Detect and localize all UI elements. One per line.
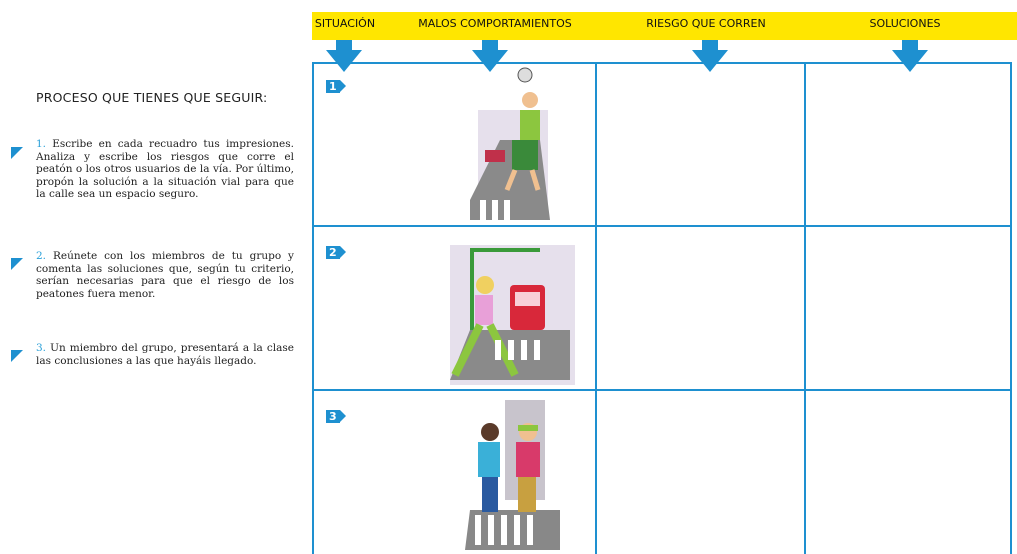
header-bar — [312, 12, 1017, 40]
row-number: 3 — [326, 410, 346, 423]
instruction: 1. Escribe en cada recuadro tus impresio… — [36, 138, 294, 201]
row-number: 1 — [326, 80, 346, 93]
heading: PROCESO QUE TIENES QUE SEGUIR: — [36, 90, 268, 105]
item-text: Un miembro del grupo, presentará a la cl… — [36, 342, 294, 367]
column-header: SITUACIÓN — [314, 17, 376, 30]
item-number: 3. — [36, 342, 47, 354]
item-text: Escribe en cada recuadro tus impresiones… — [36, 138, 294, 200]
item-number: 2. — [36, 250, 47, 262]
column-header: MALOS COMPORTAMIENTOS — [418, 17, 572, 30]
arrows — [326, 40, 928, 72]
illustration-1 — [470, 67, 550, 220]
column-header: RIESGO QUE CORREN — [646, 17, 766, 30]
item-text: Reúnete con los miembros de tu grupo y c… — [36, 250, 294, 300]
table-grid — [312, 62, 1012, 554]
row-number: 2 — [326, 246, 346, 259]
column-header: SOLUCIONES — [869, 17, 941, 30]
item-number: 1. — [36, 138, 47, 150]
illustration-2 — [450, 245, 575, 385]
instruction: 2. Reúnete con los miembros de tu grupo … — [36, 250, 294, 300]
instruction: 3. Un miembro del grupo, presentará a la… — [36, 342, 294, 367]
bullet — [11, 350, 23, 362]
illustration-3 — [465, 400, 560, 550]
bullet — [11, 147, 23, 159]
bullet — [11, 258, 23, 270]
